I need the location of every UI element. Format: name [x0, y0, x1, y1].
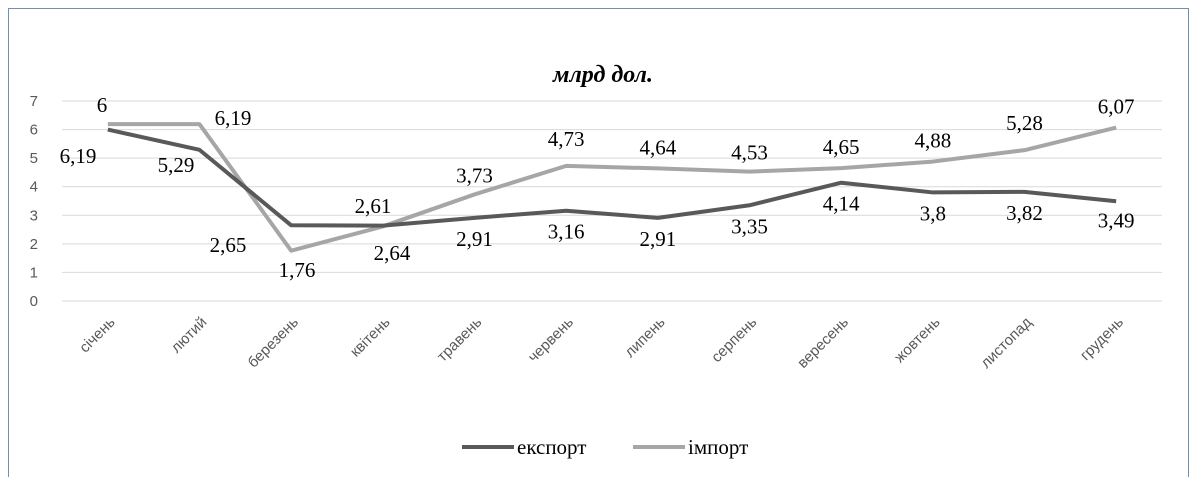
x-tick-label: лютий: [168, 314, 211, 357]
y-tick-label: 1: [30, 264, 38, 281]
data-label-експорт: 3,16: [548, 220, 585, 244]
data-label-експорт: 2,65: [210, 233, 247, 257]
series-lines: [107, 122, 1117, 253]
series-line-імпорт: [107, 122, 1117, 253]
data-label-експорт: 2,64: [374, 241, 411, 265]
x-tick-label: січень: [76, 314, 119, 357]
x-tick-label: квітень: [347, 314, 394, 361]
x-tick-label: березень: [245, 314, 303, 372]
y-axis-ticks: 0 1 2 3 4 5 6 7: [30, 93, 38, 310]
data-labels: 6,19 5,29 2,65 2,64 2,91 3,16 2,91 3,35 4,14 3,8 3…: [60, 93, 1135, 282]
data-label-експорт: 3,82: [1006, 201, 1043, 225]
data-label-імпорт: 4,73: [548, 127, 585, 151]
data-label-експорт: 2,91: [639, 227, 676, 251]
y-tick-label: 0: [30, 293, 38, 310]
x-tick-label: серпень: [708, 314, 760, 366]
chart-frame: [8, 8, 1189, 477]
gridlines: [62, 100, 1162, 302]
series-line-експорт: [107, 127, 1117, 228]
data-label-імпорт: 6: [97, 93, 108, 117]
data-label-експорт: 2,91: [456, 227, 493, 251]
data-label-імпорт: 1,76: [279, 258, 316, 282]
data-label-експорт: 6,19: [60, 144, 97, 168]
x-tick-label: грудень: [1077, 314, 1127, 364]
data-label-імпорт: 5,28: [1006, 111, 1043, 135]
data-label-імпорт: 6,07: [1098, 95, 1135, 119]
data-label-експорт: 3,49: [1098, 208, 1135, 232]
data-label-імпорт: 4,88: [914, 129, 951, 153]
data-label-імпорт: 4,65: [823, 135, 860, 159]
data-label-імпорт: 4,53: [731, 141, 768, 165]
x-axis-ticks: січень лютий березень квітень травень червень…: [76, 314, 1127, 372]
x-tick-label: травень: [434, 314, 486, 366]
data-label-експорт: 4,14: [823, 192, 860, 216]
x-tick-label: липень: [621, 314, 668, 361]
y-tick-label: 6: [30, 122, 38, 139]
x-tick-label: листопад: [977, 314, 1035, 372]
x-tick-label: жовтень: [891, 314, 944, 367]
y-tick-label: 4: [30, 179, 38, 196]
y-tick-label: 3: [30, 207, 38, 224]
data-label-імпорт: 4,64: [639, 135, 676, 159]
legend-label-експорт: експорт: [517, 435, 586, 459]
y-tick-label: 5: [30, 150, 38, 167]
legend: експорт імпорт: [462, 435, 748, 459]
data-label-імпорт: 3,73: [456, 163, 493, 187]
data-label-імпорт: 6,19: [215, 106, 252, 130]
chart-title: млрд дол.: [552, 62, 653, 88]
legend-label-імпорт: імпорт: [688, 435, 748, 459]
data-label-експорт: 3,35: [731, 214, 768, 238]
data-label-експорт: 5,29: [158, 153, 195, 177]
y-tick-label: 2: [30, 236, 38, 253]
x-tick-label: вересень: [794, 314, 852, 372]
data-label-експорт: 3,8: [920, 201, 946, 225]
x-tick-label: червень: [525, 314, 577, 366]
data-label-імпорт: 2,61: [355, 194, 392, 218]
y-tick-label: 7: [30, 93, 38, 110]
